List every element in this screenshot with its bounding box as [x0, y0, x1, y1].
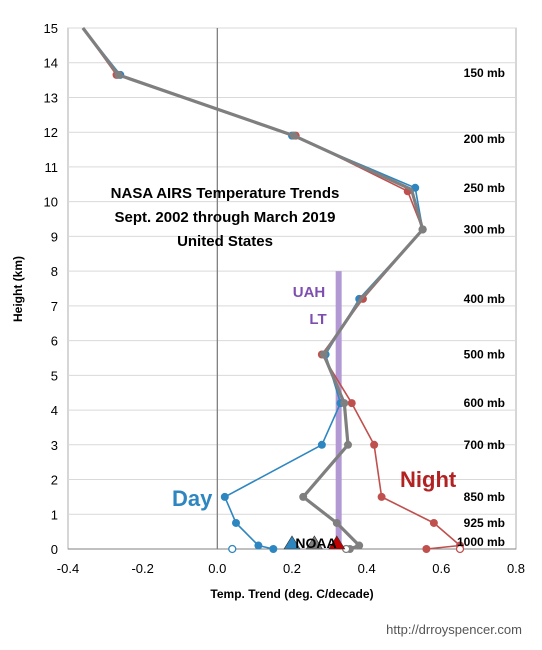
credit-url: http://drroyspencer.com — [386, 622, 522, 637]
point-day-8 — [220, 492, 229, 501]
point-day-10 — [254, 541, 263, 550]
pressure-level-0: 150 mb — [464, 66, 505, 80]
x-tick-label-5: 0.6 — [432, 561, 450, 576]
y-tick-label-5: 5 — [51, 368, 58, 383]
x-axis-label: Temp. Trend (deg. C/decade) — [210, 587, 373, 601]
pressure-level-3: 300 mb — [464, 222, 505, 236]
x-tick-label-3: 0.2 — [283, 561, 301, 576]
x-tick-label-4: 0.4 — [358, 561, 376, 576]
noaa-triangle-1 — [305, 535, 323, 550]
pressure-level-8: 850 mb — [464, 490, 505, 504]
point-day-11 — [269, 545, 278, 553]
noaa-triangle-0 — [283, 535, 301, 550]
series-average — [81, 27, 427, 554]
y-tick-label-2: 2 — [51, 473, 58, 488]
open-point-night — [455, 544, 465, 554]
point-average-1 — [289, 131, 298, 140]
point-average-2 — [418, 225, 427, 234]
open-point-day — [228, 544, 237, 554]
title-line-3: United States — [177, 233, 273, 250]
x-tick-label-2: 0.0 — [208, 561, 226, 576]
uah-label-line-1: UAH — [293, 284, 326, 301]
point-average-6 — [299, 492, 308, 501]
pressure-level-4: 400 mb — [464, 292, 505, 306]
pressure-level-10: 1000 mb — [457, 535, 505, 549]
y-tick-label-14: 14 — [44, 56, 58, 71]
y-tick-label-4: 4 — [51, 403, 58, 418]
point-night-8 — [377, 492, 386, 501]
x-tick-label-0: -0.4 — [57, 561, 79, 576]
day-annotation: Day — [172, 486, 213, 511]
noaa-triangle-2 — [328, 535, 346, 550]
point-average-8 — [355, 541, 364, 550]
y-tick-label-11: 11 — [45, 160, 59, 175]
y-tick-label-12: 12 — [44, 125, 58, 140]
y-tick-label-6: 6 — [51, 334, 58, 349]
point-night-11 — [422, 545, 431, 553]
title-line-2: Sept. 2002 through March 2019 — [115, 209, 336, 226]
y-tick-label-8: 8 — [51, 264, 58, 279]
pressure-level-labels: 150 mb 200 mb 250 mb 300 mb 400 mb 500 mb 600 … — [457, 66, 505, 549]
y-axis-label: Height (km) — [11, 256, 25, 322]
point-day-9 — [232, 518, 240, 527]
pressure-level-1: 200 mb — [464, 132, 505, 146]
title-line-1: NASA AIRS Temperature Trends — [111, 185, 340, 202]
noaa-markers — [283, 535, 346, 550]
y-tick-label-13: 13 — [44, 90, 58, 105]
y-tick-label-10: 10 — [44, 195, 58, 210]
uah-label-line-2: LT — [309, 311, 326, 328]
point-night-9 — [429, 518, 438, 527]
point-night-7 — [370, 440, 379, 449]
noaa-label: NOAA — [295, 535, 336, 551]
night-annotation: Night — [400, 467, 457, 492]
x-tick-label-6: 0.8 — [507, 561, 525, 576]
y-tick-label-15: 15 — [44, 21, 58, 36]
y-tick-label-9: 9 — [51, 229, 58, 244]
x-tick-label-1: -0.2 — [131, 561, 153, 576]
pressure-level-7: 700 mb — [464, 438, 505, 452]
pressure-level-5: 500 mb — [464, 347, 505, 361]
pressure-level-6: 600 mb — [464, 396, 505, 410]
chart-title: NASA AIRS Temperature Trends Sept. 2002 … — [111, 185, 340, 250]
point-average-5 — [344, 440, 352, 449]
y-tick-label-3: 3 — [51, 438, 58, 453]
point-average-3 — [319, 350, 328, 359]
y-tick-label-1: 1 — [51, 507, 58, 522]
point-day-7 — [317, 440, 326, 449]
y-tick-label-7: 7 — [51, 299, 58, 314]
point-average-4 — [340, 399, 349, 408]
series-lines — [81, 27, 465, 554]
y-tick-label-0: 0 — [51, 542, 58, 557]
point-night-6 — [347, 399, 356, 408]
point-average-7 — [332, 518, 341, 527]
pressure-level-2: 250 mb — [464, 181, 505, 195]
point-average-0 — [114, 70, 123, 79]
pressure-level-9: 925 mb — [464, 516, 505, 530]
